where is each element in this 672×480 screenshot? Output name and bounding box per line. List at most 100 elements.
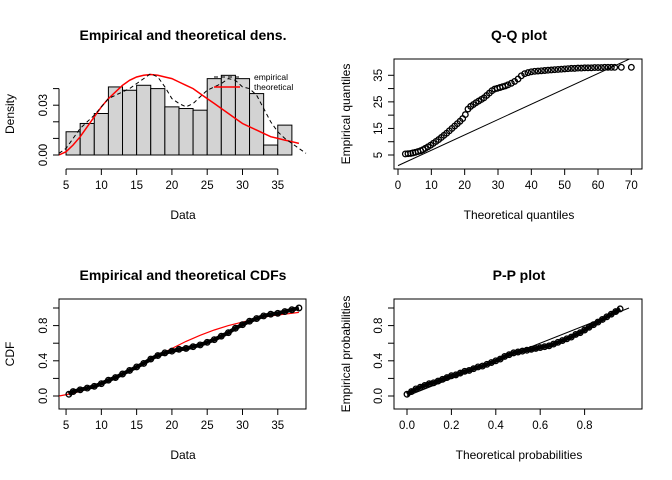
histogram-bar: [192, 109, 208, 156]
qq-point: [607, 63, 615, 71]
legend-empirical-label: empirical: [254, 72, 288, 82]
qq-point: [574, 64, 582, 72]
qq-y-tick-label: 5: [373, 152, 385, 158]
qq-point: [544, 66, 552, 74]
density-x-tick-label: 20: [166, 180, 179, 192]
density-y-tick-label: 0.03: [38, 94, 50, 116]
density-x-tick-label: 15: [130, 180, 143, 192]
density-xlabel: Data: [170, 208, 196, 222]
qq-point: [627, 63, 635, 71]
cdf-y-tick-label: 0.8: [38, 318, 50, 334]
qq-point: [504, 81, 512, 89]
pp-panel: P-P plot Theoretical probabilities Empir…: [339, 267, 643, 462]
density-x-tick-label: 10: [95, 180, 108, 192]
qq-y-tick-label: 35: [373, 69, 385, 82]
qq-point: [461, 111, 469, 119]
qq-x-tick-label: 30: [492, 180, 505, 192]
density-title: Empirical and theoretical dens.: [80, 27, 287, 43]
qq-panel: Q-Q plot Theoretical quantiles Empirical…: [339, 27, 643, 222]
histogram-bar: [164, 106, 180, 156]
qq-y-tick-label: 25: [373, 95, 385, 108]
qq-point: [551, 66, 559, 74]
cdf-ylabel: CDF: [3, 342, 17, 367]
density-x-tick-label: 35: [271, 180, 284, 192]
histogram-bar: [178, 108, 194, 156]
pp-x-tick-label: 0.2: [443, 420, 459, 432]
qq-point: [591, 64, 599, 72]
qq-point: [507, 79, 515, 87]
cdf-title: Empirical and theoretical CDFs: [80, 267, 287, 283]
qq-xlabel: Theoretical quantiles: [464, 208, 575, 222]
qq-point: [581, 64, 589, 72]
qq-point: [534, 67, 542, 75]
density-x-tick-label: 30: [236, 180, 249, 192]
pp-y-tick-label: 0.4: [373, 352, 385, 369]
density-x-tick-label: 5: [63, 180, 69, 192]
qq-point: [571, 64, 579, 72]
qq-point: [577, 64, 585, 72]
pp-x-tick-label: 0.0: [399, 420, 415, 432]
histogram-bar: [150, 88, 166, 156]
qq-title: Q-Q plot: [491, 27, 547, 43]
cdf-xlabel: Data: [170, 448, 196, 462]
cdf-x-tick-label: 5: [63, 420, 69, 432]
histogram-bar: [79, 122, 95, 156]
qq-point: [541, 67, 549, 74]
qq-x-tick-label: 0: [395, 180, 401, 192]
cdf-x-tick-label: 25: [201, 420, 214, 432]
qq-ylabel: Empirical quantiles: [339, 64, 353, 165]
qq-point: [601, 63, 609, 71]
qq-x-tick-label: 10: [425, 180, 438, 192]
histogram-bar: [65, 131, 81, 156]
qq-x-tick-label: 20: [458, 180, 471, 192]
histogram-bar: [249, 93, 265, 156]
qq-point: [564, 65, 572, 73]
density-y-tick-label: 0.00: [38, 144, 50, 166]
cdf-x-tick-label: 35: [271, 420, 284, 432]
qq-x-tick-label: 50: [558, 180, 571, 192]
pp-x-tick-label: 0.6: [532, 420, 548, 432]
histogram-bar: [206, 78, 222, 156]
legend-theoretical-label: theoretical: [254, 82, 293, 92]
cdf-x-tick-label: 20: [166, 420, 179, 432]
histogram-bar: [136, 84, 152, 156]
cdf-x-tick-label: 10: [95, 420, 108, 432]
qq-point: [557, 65, 565, 73]
qq-point: [531, 67, 539, 75]
qq-point: [597, 64, 605, 72]
qq-point: [524, 69, 532, 77]
density-x-tick-label: 25: [201, 180, 214, 192]
cdf-x-tick-label: 30: [236, 420, 249, 432]
qq-point: [617, 63, 625, 71]
pp-y-tick-label: 0.8: [373, 318, 385, 334]
cdf-y-tick-label: 0.4: [38, 352, 50, 369]
empirical-cdf-curve: [67, 306, 300, 396]
qq-point: [527, 68, 535, 76]
histogram-bar: [234, 78, 251, 156]
histogram-bar: [93, 113, 109, 156]
cdf-panel: Empirical and theoretical CDFs Data CDF …: [3, 267, 307, 462]
qq-x-tick-label: 60: [592, 180, 605, 192]
pp-y-tick-label: 0.0: [373, 388, 385, 404]
qq-point: [587, 64, 595, 72]
cdf-x-tick-label: 15: [130, 420, 143, 432]
pp-ylabel: Empirical probabilities: [339, 296, 353, 413]
qq-point: [521, 70, 529, 78]
qq-x-tick-label: 70: [625, 180, 638, 192]
qq-reference-line: [397, 59, 631, 167]
histogram-bar: [122, 89, 138, 156]
histogram-bar: [263, 144, 279, 156]
qq-point: [611, 63, 619, 71]
pp-x-tick-label: 0.4: [488, 420, 505, 432]
pp-title: P-P plot: [493, 267, 546, 283]
qq-y-tick-label: 15: [373, 122, 385, 135]
qq-point: [554, 65, 562, 73]
qq-point: [604, 63, 612, 71]
pp-point-trace: [405, 307, 622, 396]
cdf-y-tick-label: 0.0: [38, 388, 50, 404]
qq-point: [537, 67, 545, 75]
empirical-density-curve: [58, 73, 307, 154]
qq-point: [584, 64, 592, 72]
qq-point: [561, 65, 569, 73]
density-panel: Empirical and theoretical dens. Data Den…: [3, 27, 307, 222]
